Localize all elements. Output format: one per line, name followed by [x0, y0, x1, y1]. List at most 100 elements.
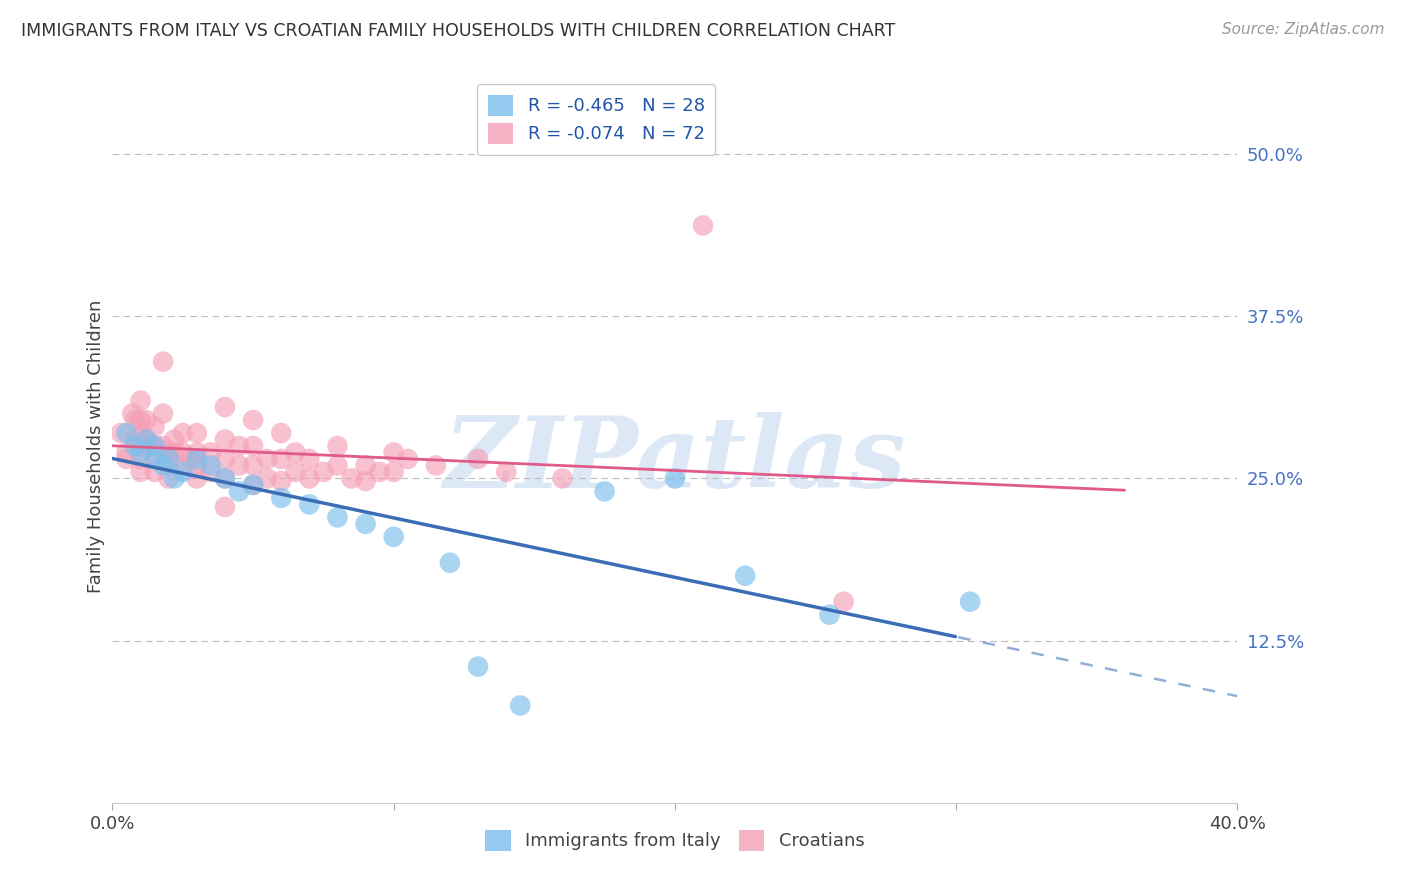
Point [354, 474, 377, 488]
Point [157, 471, 180, 485]
Point [115, 452, 138, 467]
Point [326, 510, 349, 524]
Point [256, 452, 278, 467]
Point [135, 433, 157, 447]
Point [124, 413, 146, 427]
Point [152, 407, 174, 421]
Point [163, 445, 186, 459]
Point [152, 354, 174, 368]
Point [284, 445, 307, 459]
Point [214, 452, 236, 467]
Point [186, 425, 208, 440]
Point [242, 413, 264, 427]
Point [439, 556, 461, 570]
Point [172, 445, 194, 459]
Point [396, 452, 419, 467]
Point [228, 458, 250, 473]
Point [228, 484, 250, 499]
Point [163, 433, 186, 447]
Text: IMMIGRANTS FROM ITALY VS CROATIAN FAMILY HOUSEHOLDS WITH CHILDREN CORRELATION CH: IMMIGRANTS FROM ITALY VS CROATIAN FAMILY… [21, 22, 896, 40]
Point [354, 458, 377, 473]
Point [228, 439, 250, 453]
Point [242, 478, 264, 492]
Point [270, 491, 292, 505]
Point [129, 425, 152, 440]
Point [129, 465, 152, 479]
Point [298, 497, 321, 511]
Point [157, 452, 180, 467]
Point [157, 458, 180, 473]
Point [129, 439, 152, 453]
Point [382, 530, 405, 544]
Point [256, 471, 278, 485]
Point [186, 452, 208, 467]
Point [242, 478, 264, 492]
Point [382, 445, 405, 459]
Point [135, 433, 157, 447]
Point [121, 407, 143, 421]
Point [818, 607, 841, 622]
Point [467, 659, 489, 673]
Point [509, 698, 531, 713]
Point [143, 419, 166, 434]
Point [593, 484, 616, 499]
Point [368, 465, 391, 479]
Point [143, 452, 166, 467]
Point [214, 471, 236, 485]
Point [242, 458, 264, 473]
Point [326, 458, 349, 473]
Point [115, 425, 138, 440]
Point [467, 452, 489, 467]
Text: ZIPatlas: ZIPatlas [444, 412, 905, 508]
Point [186, 471, 208, 485]
Point [692, 219, 714, 233]
Point [143, 439, 166, 453]
Point [354, 516, 377, 531]
Point [129, 445, 152, 459]
Point [152, 439, 174, 453]
Point [124, 439, 146, 453]
Point [298, 471, 321, 485]
Point [143, 452, 166, 467]
Point [214, 471, 236, 485]
Point [832, 595, 855, 609]
Point [270, 474, 292, 488]
Point [242, 439, 264, 453]
Point [326, 439, 349, 453]
Point [172, 465, 194, 479]
Point [270, 425, 292, 440]
Point [124, 433, 146, 447]
Text: Source: ZipAtlas.com: Source: ZipAtlas.com [1222, 22, 1385, 37]
Legend: Immigrants from Italy, Croatians: Immigrants from Italy, Croatians [478, 822, 872, 858]
Point [959, 595, 981, 609]
Point [551, 471, 574, 485]
Point [734, 568, 756, 582]
Point [143, 439, 166, 453]
Point [664, 471, 686, 485]
Point [284, 465, 307, 479]
Y-axis label: Family Households with Children: Family Households with Children [87, 300, 105, 592]
Point [186, 458, 208, 473]
Point [163, 471, 186, 485]
Point [270, 452, 292, 467]
Point [214, 400, 236, 414]
Point [382, 465, 405, 479]
Point [186, 445, 208, 459]
Point [312, 465, 335, 479]
Point [172, 458, 194, 473]
Point [152, 458, 174, 473]
Point [129, 452, 152, 467]
Point [495, 465, 517, 479]
Point [214, 500, 236, 514]
Point [200, 458, 222, 473]
Point [180, 452, 202, 467]
Point [200, 445, 222, 459]
Point [143, 465, 166, 479]
Point [200, 465, 222, 479]
Point [157, 445, 180, 459]
Point [135, 413, 157, 427]
Point [298, 452, 321, 467]
Point [172, 425, 194, 440]
Point [340, 471, 363, 485]
Point [129, 393, 152, 408]
